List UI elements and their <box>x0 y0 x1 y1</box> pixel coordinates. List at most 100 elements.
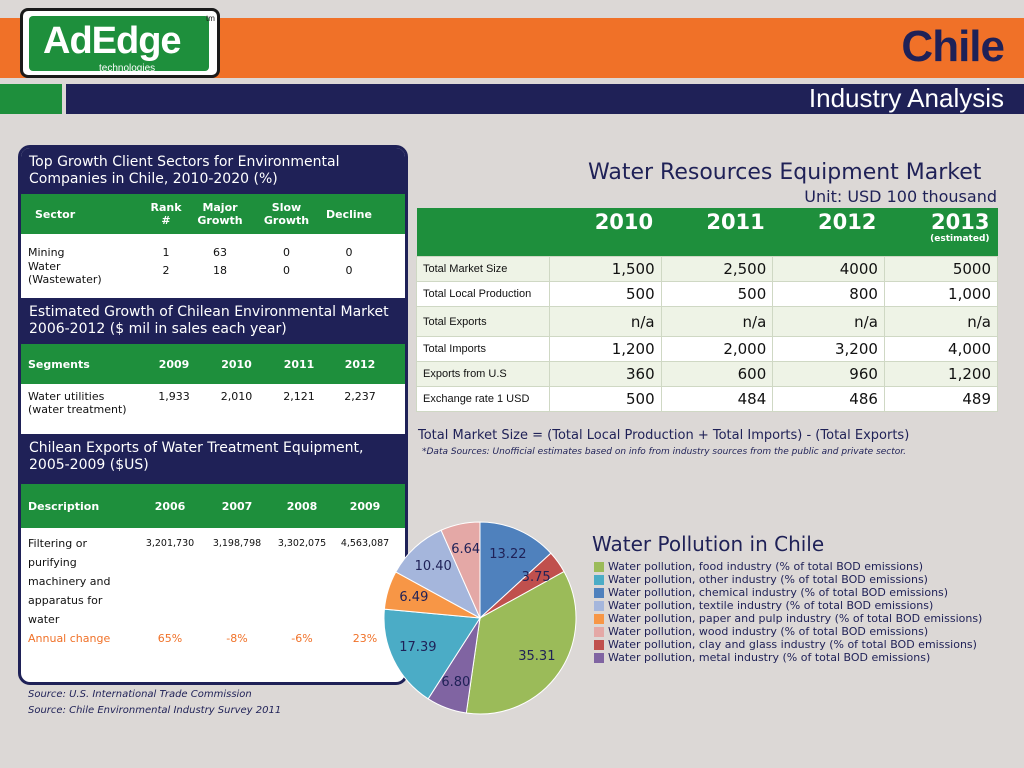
col-header: Slow Growth <box>263 201 310 227</box>
table-row: Water (Wastewater) 2 18 0 0 <box>21 260 405 298</box>
pie-slice <box>383 608 481 700</box>
cell-value: 4000 <box>772 256 885 282</box>
table-row: Total Exports n/a n/a n/a n/a <box>416 306 999 337</box>
table-row: Total Market Size 1,500 2,500 4000 5000 <box>416 256 999 282</box>
rank: 1 <box>162 246 170 259</box>
page-title: Chile <box>901 22 1005 71</box>
cell-value: 484 <box>660 386 774 412</box>
legend-item: Water pollution, other industry (% of to… <box>594 573 982 586</box>
year-label: 2012 <box>817 210 877 234</box>
value-2012: 2,237 <box>344 390 376 403</box>
year-header: 2012 <box>772 208 885 257</box>
year-header: 2011 <box>661 208 773 257</box>
legend-label: Water pollution, metal industry (% of to… <box>608 651 931 664</box>
pie-slice <box>479 521 552 620</box>
cell-value: 500 <box>549 386 662 412</box>
change-2007: -8% <box>226 631 248 645</box>
year-label: 2011 <box>706 210 765 234</box>
col-header: Major Growth <box>197 201 243 227</box>
pie-legend: Water pollution, food industry (% of tot… <box>594 560 982 664</box>
table-row: Total Local Production 500 500 800 1,000 <box>416 281 999 307</box>
table-row: Mining 1 63 0 0 <box>21 246 405 260</box>
annual-change-row: Annual change 65% -8% -6% 23% <box>21 626 405 650</box>
change-2006: 65% <box>157 631 183 645</box>
col-header: 2009 <box>158 357 190 371</box>
row-label: Exchange rate 1 USD <box>416 386 550 412</box>
left-tables-panel: Top Growth Client Sectors for Environmen… <box>18 145 408 685</box>
legend-swatch <box>594 652 604 663</box>
table-row: Filtering or purifying machinery and app… <box>21 528 405 626</box>
legend-swatch <box>594 561 604 572</box>
value-2008: 3,302,075 <box>277 538 327 549</box>
legend-label: Water pollution, other industry (% of to… <box>608 573 928 586</box>
legend-swatch <box>594 639 604 650</box>
legend-item: Water pollution, food industry (% of tot… <box>594 560 982 573</box>
market-formula: Total Market Size = (Total Local Product… <box>418 428 910 443</box>
value-2009: 1,933 <box>158 390 190 403</box>
logo-background: AdEdge technologies <box>29 16 209 74</box>
table-row: Exchange rate 1 USD 500 484 486 489 <box>416 386 999 412</box>
year-label: 2010 <box>594 210 654 234</box>
exports-header-row: Description 2006 2007 2008 2009 <box>21 484 405 528</box>
col-header: 2008 <box>286 499 318 513</box>
cell-value: 600 <box>660 361 774 387</box>
table-row: Total Imports 1,200 2,000 3,200 4,000 <box>416 336 999 362</box>
row-label: Exports from U.S <box>416 361 550 387</box>
market-title: Water Resources Equipment Market <box>588 160 982 185</box>
sectors-header-row: Sector Rank # Major Growth Slow Growth D… <box>21 194 405 234</box>
cell-value: 5000 <box>883 256 999 282</box>
estimated-note: (estimated) <box>930 234 990 244</box>
col-header: 2009 <box>349 499 381 513</box>
cell-value: 1,000 <box>883 281 999 307</box>
pollution-chart-title: Water Pollution in Chile <box>592 532 825 556</box>
annual-change-label: Annual change <box>28 631 111 645</box>
pie-data-label: 6.80 <box>441 674 471 690</box>
cell-value: 500 <box>660 281 774 307</box>
legend-item: Water pollution, paper and pulp industry… <box>594 612 982 625</box>
cell-value: 500 <box>549 281 662 307</box>
pie-data-label: 6.64 <box>451 542 481 558</box>
major: 18 <box>213 264 227 277</box>
cell-value: 3,200 <box>772 336 885 362</box>
decline: 0 <box>345 264 353 277</box>
legend-label: Water pollution, food industry (% of tot… <box>608 560 923 573</box>
pie-data-label: 6.49 <box>399 589 429 605</box>
legend-item: Water pollution, chemical industry (% of… <box>594 586 982 599</box>
major: 63 <box>213 246 227 259</box>
legend-swatch <box>594 613 604 624</box>
row-label: Total Exports <box>416 306 550 337</box>
year-header: 2010 <box>549 208 662 257</box>
year-header: 2013 (estimated) <box>884 208 998 257</box>
row-label: Total Imports <box>416 336 550 362</box>
cell-value: 960 <box>772 361 885 387</box>
green-accent-block <box>0 84 62 114</box>
data-sources-note: *Data Sources: Unofficial estimates base… <box>422 447 907 457</box>
slow: 0 <box>283 264 290 277</box>
pie-slice <box>440 521 481 619</box>
slow: 0 <box>283 246 290 259</box>
col-header: 2010 <box>221 357 252 371</box>
cell-value: n/a <box>549 306 662 337</box>
logo-subtext: technologies <box>99 63 156 74</box>
cell-value: n/a <box>772 306 885 337</box>
legend-swatch <box>594 587 604 598</box>
table-row: Water utilities (water treatment) 1,933 … <box>21 384 405 434</box>
col-header: 2006 <box>154 499 186 513</box>
cell-value: 2,000 <box>660 336 774 362</box>
source-line: Source: U.S. International Trade Commiss… <box>28 689 252 700</box>
logo-tm: tm <box>206 14 215 23</box>
pollution-pie-chart <box>382 520 578 716</box>
row-label: Total Local Production <box>416 281 550 307</box>
col-header: Decline <box>326 207 372 221</box>
col-header: Sector <box>35 207 76 221</box>
source-line: Source: Chile Environmental Industry Sur… <box>28 705 282 716</box>
cell-value: 2,500 <box>660 256 774 282</box>
legend-label: Water pollution, wood industry (% of tot… <box>608 625 929 638</box>
market-header-row: 2010 2011 2012 2013 (estimated) <box>416 208 998 257</box>
change-2009: 23% <box>352 631 378 645</box>
segment-name: Water utilities (water treatment) <box>28 390 127 416</box>
legend-item: Water pollution, textile industry (% of … <box>594 599 982 612</box>
legend-label: Water pollution, paper and pulp industry… <box>608 612 983 625</box>
cell-value: 1,500 <box>549 256 662 282</box>
col-header: 2007 <box>221 499 253 513</box>
